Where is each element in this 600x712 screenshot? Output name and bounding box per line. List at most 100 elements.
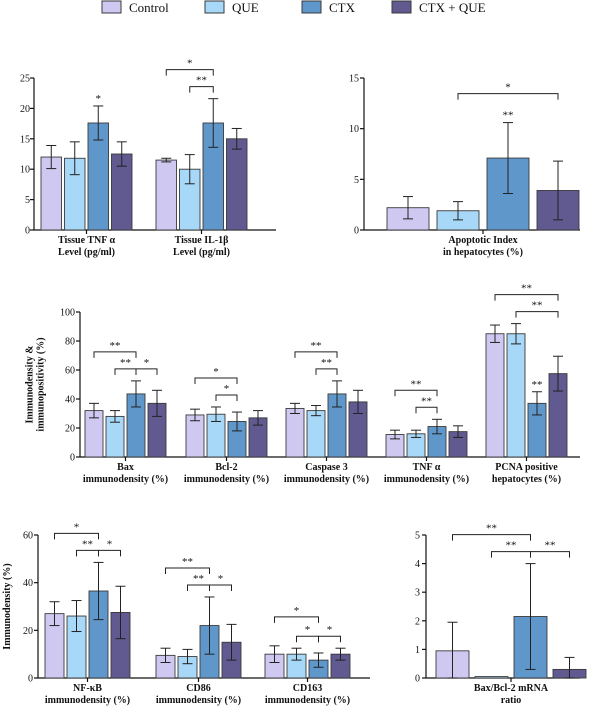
significance-bracket <box>294 351 338 358</box>
x-category-label: ratio <box>501 695 522 706</box>
x-category-label: immunodensity (%) <box>156 695 241 706</box>
x-category-label: Tissue TNF α <box>58 235 115 246</box>
y-tick-label: 60 <box>65 366 75 377</box>
y-tick-label: 40 <box>65 395 75 406</box>
significance-bracket <box>494 294 559 301</box>
x-category-label: in hepatocytes (%) <box>443 247 523 258</box>
significance-label: * <box>74 521 80 533</box>
x-category-label: NF-κB <box>73 683 102 694</box>
y-tick-label: 40 <box>23 578 33 589</box>
x-category-label: Bcl-2 <box>215 462 237 473</box>
chart-immunodensity: 0 20 40 60 80 100 Immunodensity & immunopositiv… <box>25 283 580 485</box>
x-category-label: CD86 <box>186 683 210 694</box>
x-category-label: Tissue IL-1β <box>175 235 229 246</box>
bar-2 <box>306 410 326 458</box>
y-tick-label: 5 <box>25 195 30 206</box>
bar-2 <box>474 676 509 679</box>
y-tick-label: 100 <box>60 308 75 319</box>
y-tick-label: 20 <box>65 424 75 435</box>
significance-label: ** <box>503 110 514 122</box>
y-tick-label: 20 <box>23 626 33 637</box>
x-category-label: Bax/Bcl-2 mRNA <box>474 683 549 694</box>
significance-label: ** <box>120 357 131 369</box>
y-tick-label: 3 <box>415 588 420 599</box>
significance-bracket <box>76 549 99 557</box>
significance-bracket <box>165 69 214 76</box>
legend-label-2: QUE <box>232 0 259 15</box>
significance-label: ** <box>521 283 532 295</box>
y-tick-label: 25 <box>20 74 30 85</box>
y-axis-title: Immunodensity & <box>25 345 36 423</box>
y-tick-label: 20 <box>20 104 30 115</box>
significance-label: * <box>107 538 113 550</box>
significance-label: * <box>294 605 300 617</box>
bar-1 <box>485 333 505 458</box>
significance-bracket <box>274 616 319 623</box>
x-category-label: Level (pg/ml) <box>173 247 230 258</box>
significance-bracket <box>98 549 121 557</box>
legend-swatch-3 <box>301 0 322 14</box>
legend-label-4: CTX + QUE <box>419 0 486 15</box>
significance-label: ** <box>110 340 121 352</box>
y-tick-label: 2 <box>415 616 420 627</box>
significance-bracket <box>114 368 137 375</box>
significance-bracket <box>54 532 99 540</box>
y-tick-label: 80 <box>65 337 75 348</box>
significance-label: * <box>213 366 219 378</box>
y-tick-label: 4 <box>415 559 420 570</box>
significance-bracket <box>135 368 158 375</box>
x-category-label: immunodensity (%) <box>284 474 369 485</box>
y-tick-label: 0 <box>415 674 420 685</box>
significance-label: ** <box>506 540 517 552</box>
y-tick-label: 0 <box>25 226 30 237</box>
significance-label: ** <box>532 300 543 312</box>
legend-swatch-2 <box>204 0 225 14</box>
x-category-label: immunodensity (%) <box>265 695 350 706</box>
y-tick-label: 5 <box>415 531 420 542</box>
significance-label: * <box>505 82 511 94</box>
significance-label: ** <box>82 538 93 550</box>
significance-bracket <box>394 389 438 397</box>
significance-bracket <box>93 351 137 358</box>
significance-label: ** <box>411 378 422 390</box>
y-axis-title: Immunodensity (%) <box>2 563 13 649</box>
x-category-label: Bax <box>117 462 134 473</box>
significance-bracket <box>452 534 531 541</box>
significance-bracket <box>165 567 210 574</box>
significance-bracket <box>318 635 341 643</box>
significance-label: * <box>96 93 102 105</box>
x-category-label: immunodensity (%) <box>184 474 269 485</box>
significance-label: ** <box>421 395 432 407</box>
y-tick-label: 15 <box>20 134 30 145</box>
significance-bracket <box>515 311 559 318</box>
x-category-label: Caspase 3 <box>305 462 348 473</box>
y-tick-label: 1 <box>415 645 420 656</box>
y-tick-label: 0 <box>354 226 359 237</box>
significance-label: ** <box>182 556 193 568</box>
bar-4 <box>226 138 248 231</box>
x-category-label: CD163 <box>293 683 322 694</box>
significance-label: ** <box>321 357 332 369</box>
significance-label: ** <box>196 75 207 87</box>
significance-label: * <box>305 624 311 636</box>
y-tick-label: 0 <box>28 674 33 685</box>
y-axis-title: immunopositivity (%) <box>36 337 47 431</box>
y-tick-label: 15 <box>349 74 359 85</box>
significance-bracket <box>194 377 238 384</box>
x-category-label: PCNA positive <box>495 462 558 473</box>
significance-bracket <box>209 584 232 591</box>
x-category-label: Level (pg/ml) <box>58 247 115 258</box>
significance-label: * <box>327 624 333 636</box>
x-category-label: immunodensity (%) <box>45 695 130 706</box>
significance-bracket <box>189 86 214 93</box>
x-category-label: immunodensity (%) <box>83 474 168 485</box>
significance-bracket <box>315 368 338 375</box>
x-category-label: TNF α <box>413 462 441 473</box>
y-tick-label: 60 <box>23 531 33 542</box>
significance-label: ** <box>532 379 543 391</box>
legend-label-3: CTX <box>329 0 356 15</box>
x-category-label: immunodensity (%) <box>384 474 469 485</box>
